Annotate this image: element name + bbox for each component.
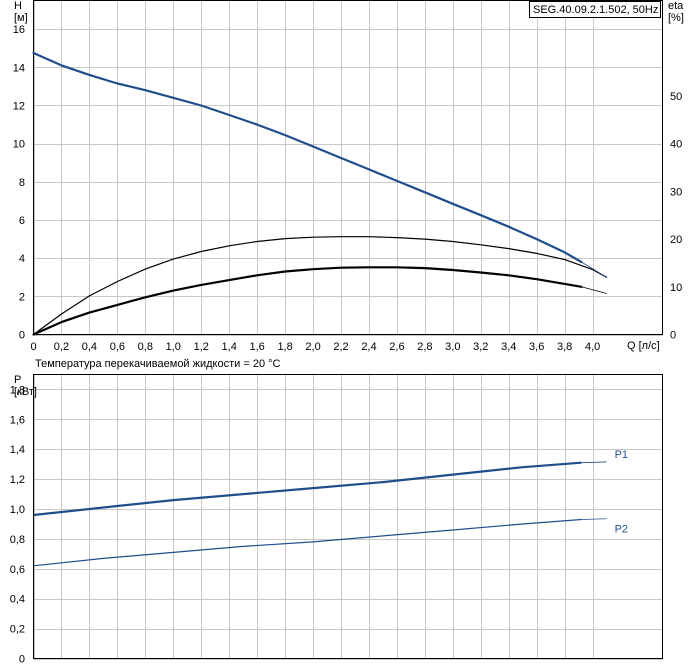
top-series-line-1 xyxy=(32,236,608,336)
x-tick-label: 0,6 xyxy=(110,341,125,353)
x-tick-label: 0,4 xyxy=(82,341,97,353)
y-tick-label: 0 xyxy=(19,330,25,342)
x-tick-label: 1,8 xyxy=(277,341,292,353)
top-y2-tick-labels: 0 10 20 30 40 50 xyxy=(670,91,682,342)
x-tick-label: 0 xyxy=(30,341,36,353)
x-tick-label: 1,4 xyxy=(222,341,237,353)
series-label-p1: P1 xyxy=(615,449,628,461)
x-axis-label: Q [л/с] xyxy=(627,340,660,352)
power-line-p1 xyxy=(33,461,582,517)
y2-tick-label: 30 xyxy=(670,186,682,198)
x-tick-label: 1,6 xyxy=(249,341,264,353)
bottom-y-tick-labels: 0 0,2 0,4 0,6 0,8 1,0 1,2 1,4 1,6 1,8 xyxy=(10,384,25,665)
chart-title: SEG.40.09.2.1.502, 50Hz xyxy=(533,4,658,16)
bottom-y-tick-label: 0,8 xyxy=(10,534,25,546)
chart-title-box xyxy=(529,1,661,18)
top-series-tail-0 xyxy=(581,261,607,278)
top-series-group xyxy=(32,51,608,336)
bottom-y-tick-label: 1,8 xyxy=(10,384,25,396)
bottom-y-tick-label: 1,4 xyxy=(10,444,25,456)
top-series-line-2 xyxy=(32,266,583,336)
bottom-y-tick-label: 0,4 xyxy=(10,594,25,606)
y-tick-label: 10 xyxy=(13,139,25,151)
top-y-tick-labels: 0 2 4 6 8 10 12 14 16 xyxy=(13,24,25,341)
y2-tick-label: 10 xyxy=(670,282,682,294)
bottom-series-group: P1 P2 xyxy=(33,449,628,567)
y-axis-label-p: P [кВт] xyxy=(14,374,37,398)
x-tick-label: 0,8 xyxy=(138,341,153,353)
power-tail-p1 xyxy=(581,461,607,464)
bottom-chart-grid xyxy=(33,374,663,660)
x-tick-label: 2,0 xyxy=(305,341,320,353)
top-x-tick-labels: 0 0,2 0,4 0,6 0,8 1,0 1,2 1,4 1,6 1,8 2,0 2,2 2,4 2,6… xyxy=(30,341,600,353)
y2-axis-label-eta: eta [%] xyxy=(668,0,684,24)
power-line-p2 xyxy=(33,518,582,567)
top-series-line-0 xyxy=(32,51,583,264)
x-tick-label: 4,0 xyxy=(585,341,600,353)
x-tick-label: 0,2 xyxy=(54,341,69,353)
y2-tick-label: 50 xyxy=(670,91,682,103)
y-axis-label-h: H [м] xyxy=(14,0,28,24)
x-tick-label: 3,6 xyxy=(529,341,544,353)
y-tick-label: 6 xyxy=(19,215,25,227)
bottom-y-tick-label: 1,2 xyxy=(10,474,25,486)
x-tick-label: 3,2 xyxy=(473,341,488,353)
y-tick-label: 4 xyxy=(19,253,25,265)
series-label-p2: P2 xyxy=(615,524,628,536)
x-tick-label: 3,0 xyxy=(445,341,460,353)
top-chart-grid xyxy=(33,0,663,336)
temperature-note: Температура перекачиваемой жидкости = 20… xyxy=(35,358,281,370)
y-tick-label: 8 xyxy=(19,177,25,189)
x-tick-label: 2,2 xyxy=(333,341,348,353)
x-tick-label: 3,4 xyxy=(501,341,516,353)
y2-tick-label: 20 xyxy=(670,234,682,246)
x-tick-label: 1,0 xyxy=(166,341,181,353)
y2-tick-label: 40 xyxy=(670,139,682,151)
bottom-y-tick-label: 0,6 xyxy=(10,564,25,576)
bottom-y-tick-label: 1,0 xyxy=(10,504,25,516)
y-tick-label: 2 xyxy=(19,291,25,303)
y-tick-label: 14 xyxy=(13,62,25,74)
x-tick-label: 2,4 xyxy=(361,341,376,353)
y-tick-label: 12 xyxy=(13,100,25,112)
bottom-y-tick-label: 1,6 xyxy=(10,414,25,426)
power-tail-p2 xyxy=(581,518,607,520)
x-tick-label: 2,8 xyxy=(417,341,432,353)
x-tick-label: 2,6 xyxy=(389,341,404,353)
bottom-chart-frame xyxy=(33,374,663,659)
bottom-y-tick-label: 0 xyxy=(19,654,25,666)
y-tick-label: 16 xyxy=(13,24,25,36)
bottom-y-tick-label: 0,2 xyxy=(10,624,25,636)
x-tick-label: 1,2 xyxy=(194,341,209,353)
top-chart-frame xyxy=(33,0,663,335)
top-series-tail-2 xyxy=(581,286,607,294)
y2-tick-label: 0 xyxy=(670,330,676,342)
x-tick-label: 3,8 xyxy=(557,341,572,353)
